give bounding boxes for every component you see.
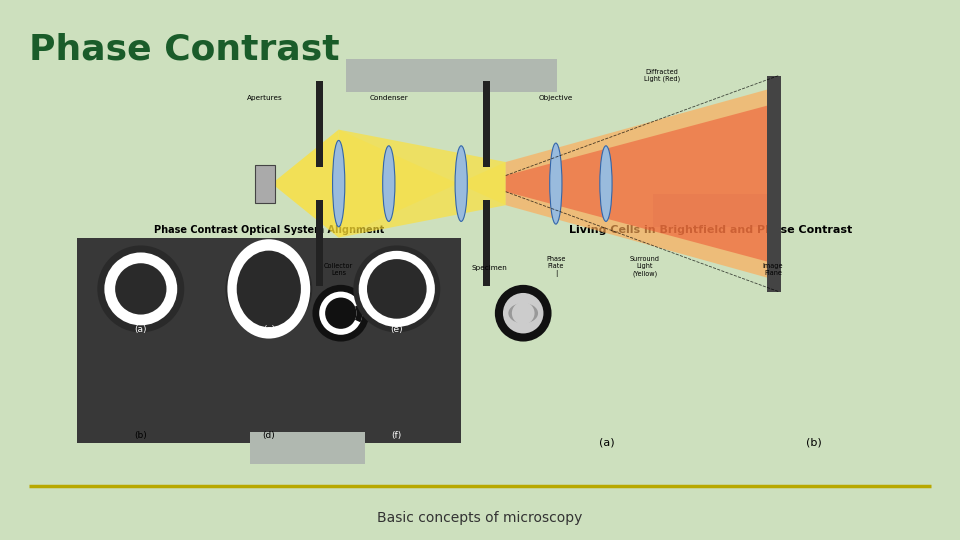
Text: Image
Plane: Image Plane	[763, 264, 783, 276]
Polygon shape	[272, 130, 339, 238]
Text: (a): (a)	[599, 437, 615, 447]
Text: Diffracted
Light (Red): Diffracted Light (Red)	[643, 69, 680, 83]
Text: Phase Contrast: Phase Contrast	[29, 32, 340, 66]
Text: Surround
Light
(Yellow): Surround Light (Yellow)	[630, 256, 660, 277]
Polygon shape	[506, 86, 779, 281]
Wedge shape	[355, 304, 363, 322]
Circle shape	[503, 293, 543, 333]
Polygon shape	[339, 130, 506, 238]
Text: (a): (a)	[134, 326, 147, 334]
Text: Condenser
Annulus: Condenser Annulus	[394, 264, 428, 276]
Polygon shape	[339, 130, 506, 238]
Circle shape	[353, 246, 441, 333]
Text: (b): (b)	[805, 437, 822, 447]
Text: Phase
Plate
|: Phase Plate |	[546, 256, 565, 278]
Bar	[483, 81, 490, 167]
Bar	[250, 432, 365, 464]
Bar	[653, 194, 778, 227]
Circle shape	[115, 263, 166, 315]
Text: Phase Contrast Optical System Alignment: Phase Contrast Optical System Alignment	[154, 225, 384, 235]
Circle shape	[312, 285, 370, 341]
Circle shape	[97, 246, 184, 333]
Circle shape	[359, 251, 435, 327]
Bar	[483, 200, 490, 286]
Ellipse shape	[550, 143, 562, 224]
Text: Apertures: Apertures	[248, 95, 283, 101]
Bar	[255, 165, 275, 202]
Ellipse shape	[455, 146, 468, 221]
Circle shape	[512, 302, 535, 325]
Circle shape	[319, 292, 363, 335]
Circle shape	[325, 298, 356, 329]
Text: (c): (c)	[263, 326, 275, 334]
Ellipse shape	[509, 303, 538, 323]
Text: Lamp: Lamp	[255, 265, 276, 271]
Text: Collector
Lens: Collector Lens	[324, 264, 353, 276]
Bar	[77, 238, 461, 443]
Bar	[316, 200, 323, 286]
Ellipse shape	[600, 146, 612, 221]
Polygon shape	[506, 103, 779, 265]
Ellipse shape	[383, 146, 395, 221]
Text: (f): (f)	[392, 431, 402, 440]
Text: Objective: Objective	[539, 95, 573, 101]
Ellipse shape	[228, 239, 310, 339]
Bar	[346, 59, 557, 92]
Text: (d): (d)	[262, 431, 276, 440]
Ellipse shape	[237, 251, 300, 327]
Text: Basic concepts of microscopy: Basic concepts of microscopy	[377, 511, 583, 525]
Circle shape	[105, 253, 178, 325]
Text: Condenser: Condenser	[370, 95, 408, 101]
Text: (e): (e)	[391, 326, 403, 334]
Text: Specimen: Specimen	[471, 265, 507, 271]
Text: Living Cells in Brightfield and Phase Contrast: Living Cells in Brightfield and Phase Co…	[568, 225, 852, 235]
Ellipse shape	[332, 140, 345, 227]
Circle shape	[226, 246, 312, 333]
Circle shape	[494, 285, 552, 341]
Bar	[767, 76, 781, 292]
Bar	[316, 81, 323, 167]
Circle shape	[367, 259, 426, 319]
Text: (b): (b)	[134, 431, 147, 440]
